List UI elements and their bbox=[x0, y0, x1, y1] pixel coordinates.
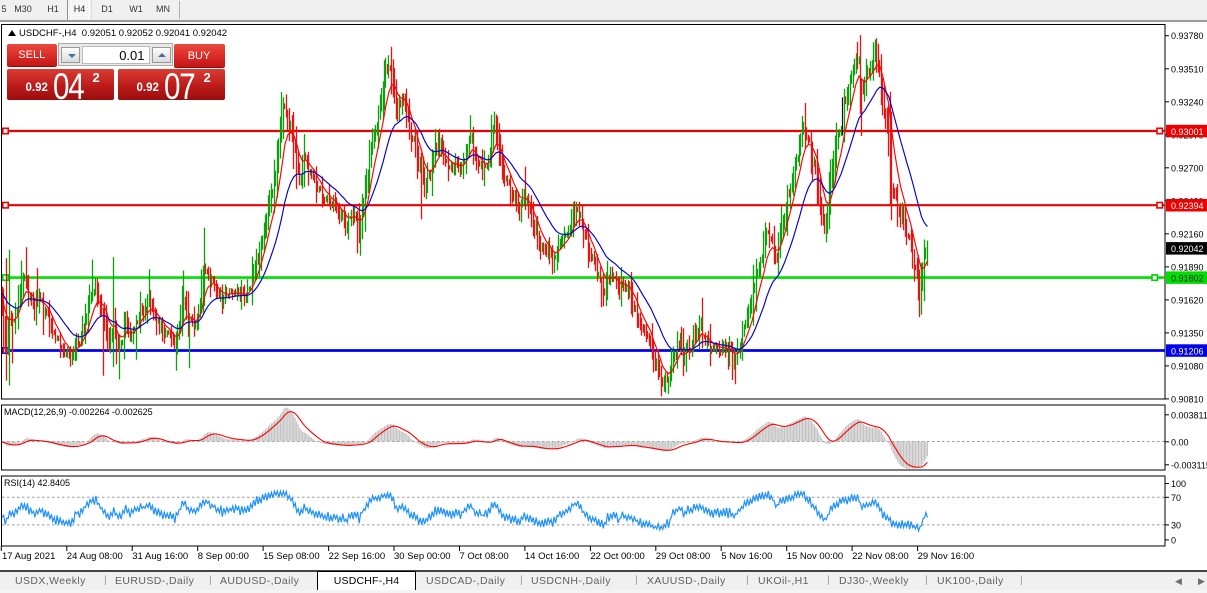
svg-text:0.92394: 0.92394 bbox=[1171, 201, 1204, 211]
svg-text:14 Oct 16:00: 14 Oct 16:00 bbox=[525, 551, 579, 562]
svg-text:8 Sep 00:00: 8 Sep 00:00 bbox=[198, 551, 249, 562]
svg-text:24 Aug 08:00: 24 Aug 08:00 bbox=[67, 551, 123, 562]
svg-text:22 Sep 16:00: 22 Sep 16:00 bbox=[329, 551, 386, 562]
svg-text:100: 100 bbox=[1171, 479, 1186, 489]
svg-text:70: 70 bbox=[1171, 493, 1181, 503]
svg-text:0.90810: 0.90810 bbox=[1171, 394, 1204, 404]
svg-text:5 Nov 16:00: 5 Nov 16:00 bbox=[721, 551, 772, 562]
svg-text:7 Oct 08:00: 7 Oct 08:00 bbox=[460, 551, 509, 562]
svg-text:22 Nov 08:00: 22 Nov 08:00 bbox=[852, 551, 909, 562]
svg-text:0.003811: 0.003811 bbox=[1171, 410, 1207, 420]
svg-text:29 Nov 16:00: 29 Nov 16:00 bbox=[918, 551, 975, 562]
svg-text:22 Oct 00:00: 22 Oct 00:00 bbox=[590, 551, 644, 562]
svg-text:0.93001: 0.93001 bbox=[1171, 127, 1204, 137]
svg-text:0.91802: 0.91802 bbox=[1171, 273, 1204, 283]
svg-text:30: 30 bbox=[1171, 520, 1181, 530]
svg-text:30 Sep 00:00: 30 Sep 00:00 bbox=[394, 551, 451, 562]
svg-text:0.91350: 0.91350 bbox=[1171, 328, 1204, 338]
svg-text:0.92160: 0.92160 bbox=[1171, 229, 1204, 239]
svg-text:15 Nov 00:00: 15 Nov 00:00 bbox=[787, 551, 844, 562]
svg-text:29 Oct 08:00: 29 Oct 08:00 bbox=[656, 551, 710, 562]
svg-text:0.93510: 0.93510 bbox=[1171, 64, 1204, 74]
svg-text:0: 0 bbox=[1171, 535, 1176, 545]
svg-text:0.91080: 0.91080 bbox=[1171, 361, 1204, 371]
svg-text:0.93240: 0.93240 bbox=[1171, 97, 1204, 107]
svg-text:0.00: 0.00 bbox=[1171, 437, 1189, 447]
svg-text:17 Aug 2021: 17 Aug 2021 bbox=[2, 551, 55, 562]
svg-text:15 Sep 08:00: 15 Sep 08:00 bbox=[263, 551, 320, 562]
svg-text:0.91890: 0.91890 bbox=[1171, 262, 1204, 272]
svg-text:0.91206: 0.91206 bbox=[1171, 346, 1204, 356]
svg-text:-0.003115: -0.003115 bbox=[1171, 460, 1207, 470]
svg-text:0.91620: 0.91620 bbox=[1171, 295, 1204, 305]
svg-text:0.93780: 0.93780 bbox=[1171, 31, 1204, 41]
svg-text:0.92700: 0.92700 bbox=[1171, 163, 1204, 173]
svg-text:31 Aug 16:00: 31 Aug 16:00 bbox=[132, 551, 188, 562]
svg-text:0.92042: 0.92042 bbox=[1171, 244, 1204, 254]
